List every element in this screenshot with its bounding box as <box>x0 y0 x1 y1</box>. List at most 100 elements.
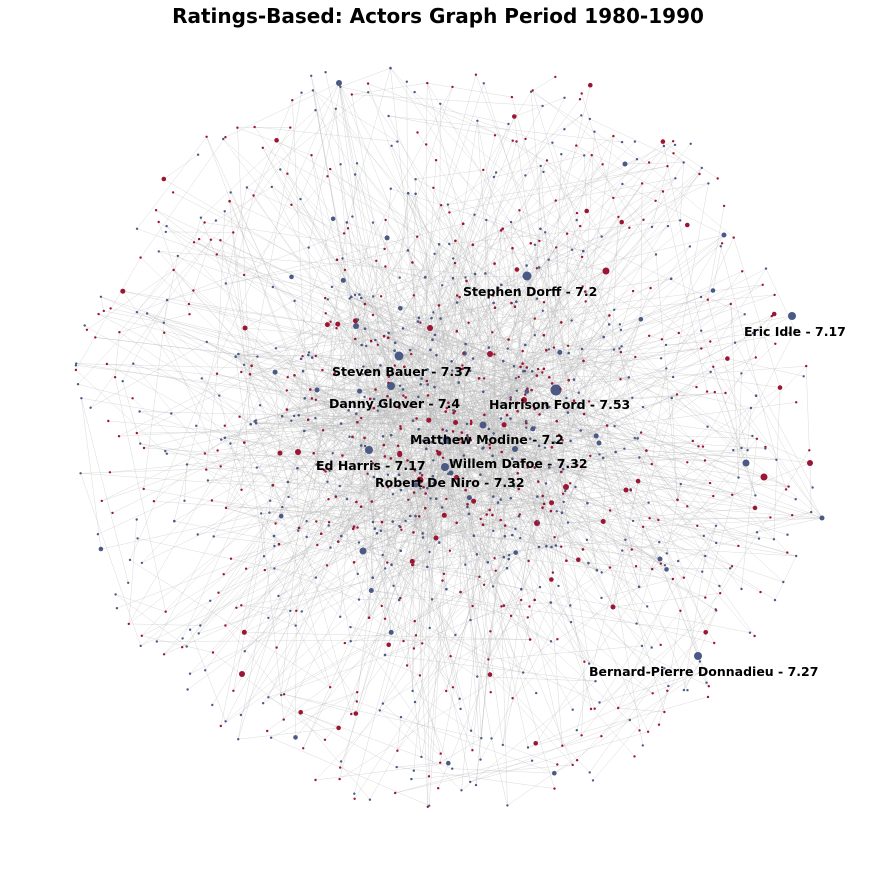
graph-node <box>642 526 644 528</box>
graph-node <box>419 383 422 386</box>
graph-node <box>441 579 443 581</box>
graph-node <box>578 392 580 394</box>
graph-node <box>589 771 591 773</box>
graph-node <box>344 269 346 271</box>
graph-node <box>550 640 552 642</box>
graph-node <box>642 744 644 746</box>
graph-node <box>683 161 685 163</box>
graph-node <box>500 451 503 454</box>
graph-edge <box>528 697 708 748</box>
graph-node <box>406 664 408 666</box>
graph-node <box>379 709 381 711</box>
graph-node <box>774 343 776 345</box>
graph-node <box>278 543 281 546</box>
graph-node <box>510 221 512 223</box>
graph-node <box>532 89 534 91</box>
graph-node <box>106 363 108 365</box>
graph-node <box>84 324 86 326</box>
graph-node <box>606 424 609 427</box>
graph-node <box>495 570 497 572</box>
graph-node <box>344 642 346 644</box>
graph-node <box>384 567 386 569</box>
graph-node <box>275 646 277 648</box>
graph-node <box>639 317 644 322</box>
graph-node <box>413 91 415 93</box>
graph-node <box>500 417 503 420</box>
graph-node <box>629 719 631 721</box>
graph-node <box>661 338 663 340</box>
graph-node <box>700 330 702 332</box>
graph-node <box>538 546 541 549</box>
graph-node <box>413 491 416 494</box>
graph-edge <box>810 463 811 512</box>
graph-node <box>339 766 341 768</box>
graph-node <box>355 412 358 415</box>
graph-node <box>521 362 524 365</box>
graph-node <box>613 425 615 427</box>
graph-node <box>315 355 317 357</box>
graph-node <box>315 520 317 522</box>
graph-node <box>584 209 589 214</box>
graph-node <box>598 701 600 703</box>
graph-node <box>749 632 751 634</box>
graph-node <box>301 610 303 612</box>
graph-node <box>232 231 234 233</box>
graph-node <box>700 347 702 349</box>
graph-edge <box>648 568 730 732</box>
graph-node <box>544 231 546 233</box>
graph-node <box>570 319 572 321</box>
graph-node <box>704 596 706 598</box>
graph-node <box>658 557 663 562</box>
graph-node <box>325 322 330 327</box>
graph-edge <box>397 589 521 751</box>
graph-node <box>410 559 415 564</box>
graph-node <box>561 745 563 747</box>
graph-node <box>415 417 418 420</box>
graph-node <box>462 352 464 354</box>
graph-node <box>579 98 581 100</box>
graph-node <box>242 630 247 635</box>
graph-node <box>765 267 767 269</box>
graph-node <box>506 414 509 417</box>
graph-edge <box>129 520 137 624</box>
graph-node <box>525 264 528 267</box>
graph-node <box>249 423 252 426</box>
graph-node <box>396 766 398 768</box>
graph-node <box>417 428 420 431</box>
graph-node <box>404 520 406 522</box>
graph-node <box>136 518 138 520</box>
graph-edge <box>662 235 724 339</box>
graph-node <box>407 192 410 195</box>
graph-node <box>192 289 194 291</box>
graph-node <box>563 128 565 130</box>
graph-node <box>706 426 708 428</box>
graph-node <box>311 356 314 359</box>
graph-node <box>445 498 447 500</box>
graph-node <box>700 296 702 298</box>
graph-node <box>259 404 261 406</box>
graph-edge <box>387 189 391 238</box>
graph-node <box>516 390 518 392</box>
graph-edge <box>757 518 822 532</box>
graph-node <box>722 233 727 238</box>
graph-node <box>788 312 796 320</box>
graph-node <box>471 749 473 751</box>
graph-edge <box>663 192 707 392</box>
graph-node <box>439 103 441 105</box>
graph-node <box>686 461 688 463</box>
graph-node <box>640 431 642 433</box>
graph-node <box>432 187 434 189</box>
graph-node <box>199 624 201 626</box>
graph-node <box>246 186 248 188</box>
graph-edge <box>427 83 512 97</box>
graph-node <box>445 690 447 692</box>
graph-node <box>201 377 203 379</box>
graph-node <box>697 445 699 447</box>
graph-node <box>382 702 384 704</box>
graph-node <box>336 726 341 731</box>
graph-node <box>220 725 222 727</box>
graph-node <box>209 600 211 602</box>
graph-edge <box>189 240 211 304</box>
graph-node <box>274 138 279 143</box>
graph-node <box>343 232 345 234</box>
